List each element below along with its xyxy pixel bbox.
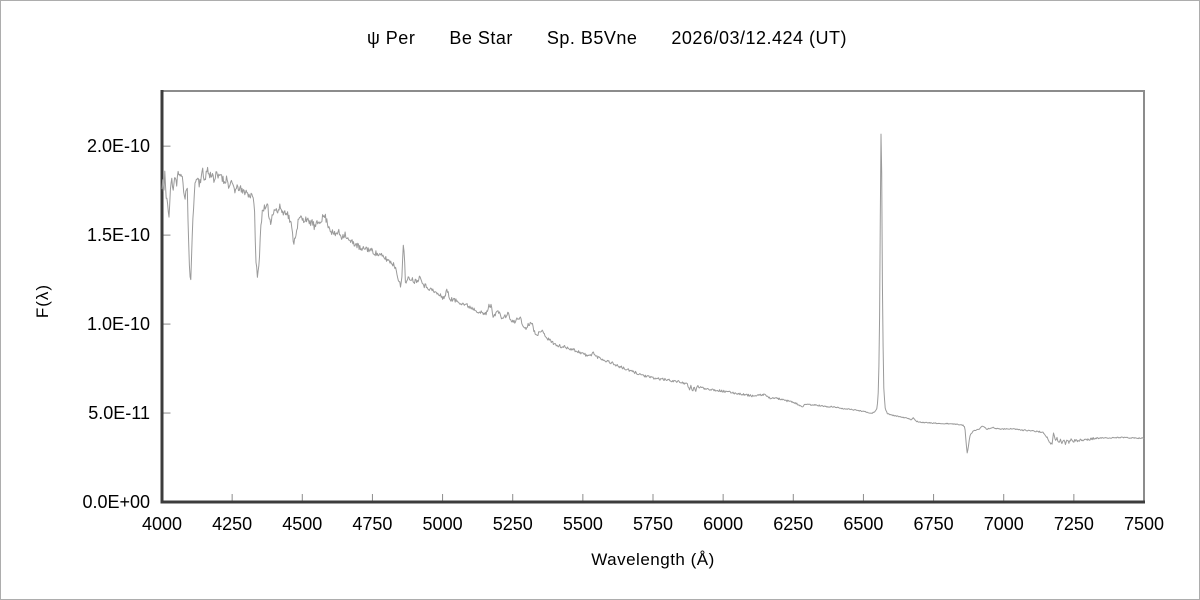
y-tick-label: 0.0E+00 <box>82 492 150 512</box>
object-name: ψ Per <box>366 28 416 48</box>
x-tick-label: 5750 <box>633 514 673 534</box>
x-tick-label: 4250 <box>212 514 252 534</box>
y-tick-label: 1.0E-10 <box>87 314 150 334</box>
x-axis-label: Wavelength (Å) <box>591 550 715 569</box>
x-tick-label: 6750 <box>914 514 954 534</box>
y-tick-label: 5.0E-11 <box>88 403 150 423</box>
x-tick-label: 5000 <box>423 514 463 534</box>
x-tick-label: 6000 <box>703 514 743 534</box>
x-tick-label: 6500 <box>843 514 883 534</box>
x-tick-label: 5500 <box>563 514 603 534</box>
x-tick-label: 6250 <box>773 514 813 534</box>
y-tick-label: 1.5E-10 <box>87 225 150 245</box>
x-tick-label: 7250 <box>1054 514 1094 534</box>
x-tick-label: 4750 <box>352 514 392 534</box>
spectrum-line <box>161 133 1145 454</box>
spectral-type: Sp. B5Vne <box>546 28 638 48</box>
x-tick-label: 4000 <box>142 514 182 534</box>
plot-title: ψ Per Be Star Sp. B5Vne 2026/03/12.424 (… <box>116 28 1098 49</box>
x-tick-label: 5250 <box>493 514 533 534</box>
x-tick-label: 7000 <box>984 514 1024 534</box>
object-class: Be Star <box>449 28 513 48</box>
x-tick-label: 7500 <box>1124 514 1164 534</box>
y-tick-label: 2.0E-10 <box>87 136 150 156</box>
x-tick-label: 4500 <box>282 514 322 534</box>
observation-date: 2026/03/12.424 (UT) <box>671 28 848 48</box>
